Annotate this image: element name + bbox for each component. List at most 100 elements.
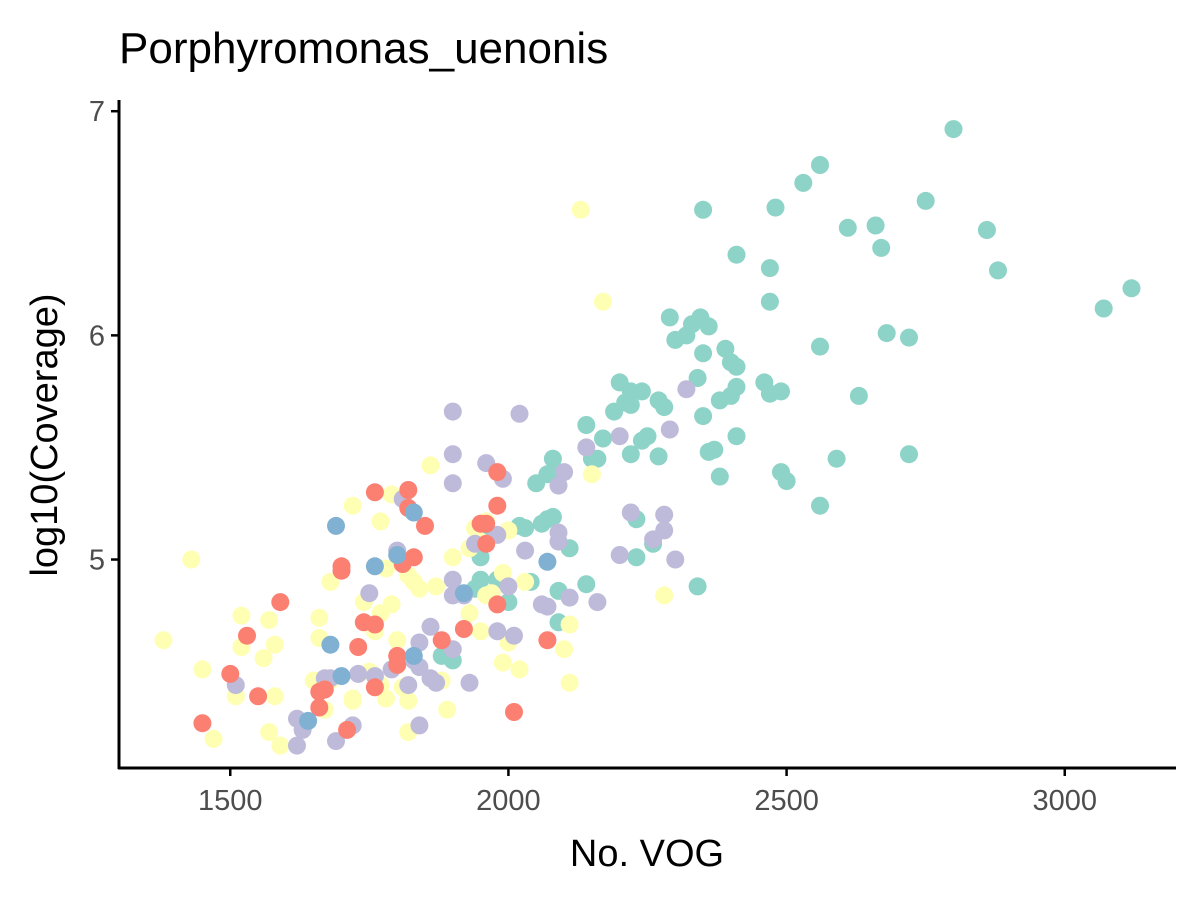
data-point	[560, 615, 579, 634]
data-point	[1094, 299, 1113, 318]
axes-layer: 1500 2000 2500 3000 5 6 7	[89, 96, 1176, 817]
data-point	[421, 617, 440, 636]
data-point	[838, 218, 857, 237]
data-point	[677, 326, 696, 345]
x-tick-label: 2500	[754, 785, 819, 817]
data-point	[688, 369, 707, 387]
data-point	[321, 572, 340, 591]
data-point	[516, 572, 535, 591]
data-point	[610, 427, 629, 446]
data-point	[555, 463, 574, 482]
data-point	[327, 516, 345, 535]
data-point	[505, 703, 523, 721]
data-point	[377, 689, 395, 708]
data-point	[488, 595, 507, 614]
data-point	[660, 308, 679, 327]
data-point	[916, 191, 935, 210]
data-point	[204, 729, 223, 748]
data-point	[477, 514, 496, 533]
data-point	[443, 402, 462, 421]
data-point	[549, 476, 568, 495]
data-point	[410, 716, 429, 735]
data-point	[310, 698, 329, 717]
data-point	[577, 416, 596, 434]
data-point	[193, 714, 212, 733]
data-point	[249, 687, 268, 706]
data-point	[271, 593, 290, 612]
data-point	[438, 700, 457, 719]
data-point	[694, 200, 713, 219]
data-point	[666, 550, 685, 569]
data-point	[760, 259, 779, 278]
data-point	[421, 456, 440, 475]
data-point	[716, 339, 735, 358]
data-point	[310, 682, 329, 701]
data-point	[694, 344, 713, 363]
data-point	[777, 472, 796, 491]
data-point	[443, 570, 462, 589]
data-point	[299, 711, 318, 730]
data-point	[655, 398, 674, 417]
data-point	[388, 631, 407, 650]
data-point	[365, 483, 384, 502]
data-point	[310, 608, 329, 627]
x-tick-label: 3000	[1032, 785, 1097, 817]
data-point	[577, 575, 596, 594]
data-point	[621, 445, 640, 464]
data-point	[443, 474, 462, 493]
data-point	[571, 200, 590, 219]
data-point	[588, 593, 607, 612]
data-point	[416, 516, 434, 535]
data-point	[872, 238, 891, 257]
data-point	[677, 380, 696, 399]
y-tick-label: 5	[89, 545, 105, 577]
data-point	[866, 216, 885, 235]
x-tick-label: 1500	[198, 785, 263, 817]
data-point	[538, 631, 557, 650]
data-point	[343, 496, 362, 515]
data-point	[699, 442, 718, 461]
data-point	[766, 198, 785, 217]
data-point	[699, 317, 718, 336]
data-point	[577, 438, 596, 457]
data-point	[811, 156, 829, 174]
data-point	[594, 292, 612, 311]
data-point	[460, 673, 479, 692]
data-point	[1122, 279, 1141, 298]
data-point	[727, 427, 746, 446]
data-point	[710, 467, 729, 486]
data-point	[727, 245, 746, 264]
data-point	[410, 579, 429, 598]
data-point	[560, 673, 579, 692]
data-point	[349, 664, 368, 683]
data-point	[582, 465, 601, 484]
data-point	[260, 723, 279, 742]
data-point	[527, 474, 546, 493]
data-point	[760, 292, 779, 311]
y-tick-label: 7	[89, 96, 105, 128]
data-point	[365, 678, 384, 697]
data-point	[488, 622, 507, 641]
data-point	[989, 261, 1007, 280]
data-point	[221, 664, 240, 683]
data-point	[488, 496, 507, 515]
data-point	[427, 577, 446, 596]
data-point	[694, 407, 713, 426]
data-point	[338, 720, 357, 739]
data-point	[371, 512, 390, 531]
data-point	[499, 577, 518, 596]
y-tick-label: 6	[89, 320, 105, 352]
x-tick-label: 2000	[476, 785, 541, 817]
data-point	[399, 676, 418, 695]
y-axis-title: log10(Coverage)	[24, 293, 66, 576]
data-point	[399, 691, 418, 710]
data-point	[644, 530, 663, 549]
data-point	[332, 561, 351, 580]
data-point	[977, 221, 996, 239]
data-point	[288, 736, 306, 755]
data-point	[605, 402, 624, 421]
data-point	[655, 586, 674, 605]
data-point	[388, 546, 407, 564]
data-point	[493, 653, 512, 672]
data-point	[688, 577, 707, 596]
